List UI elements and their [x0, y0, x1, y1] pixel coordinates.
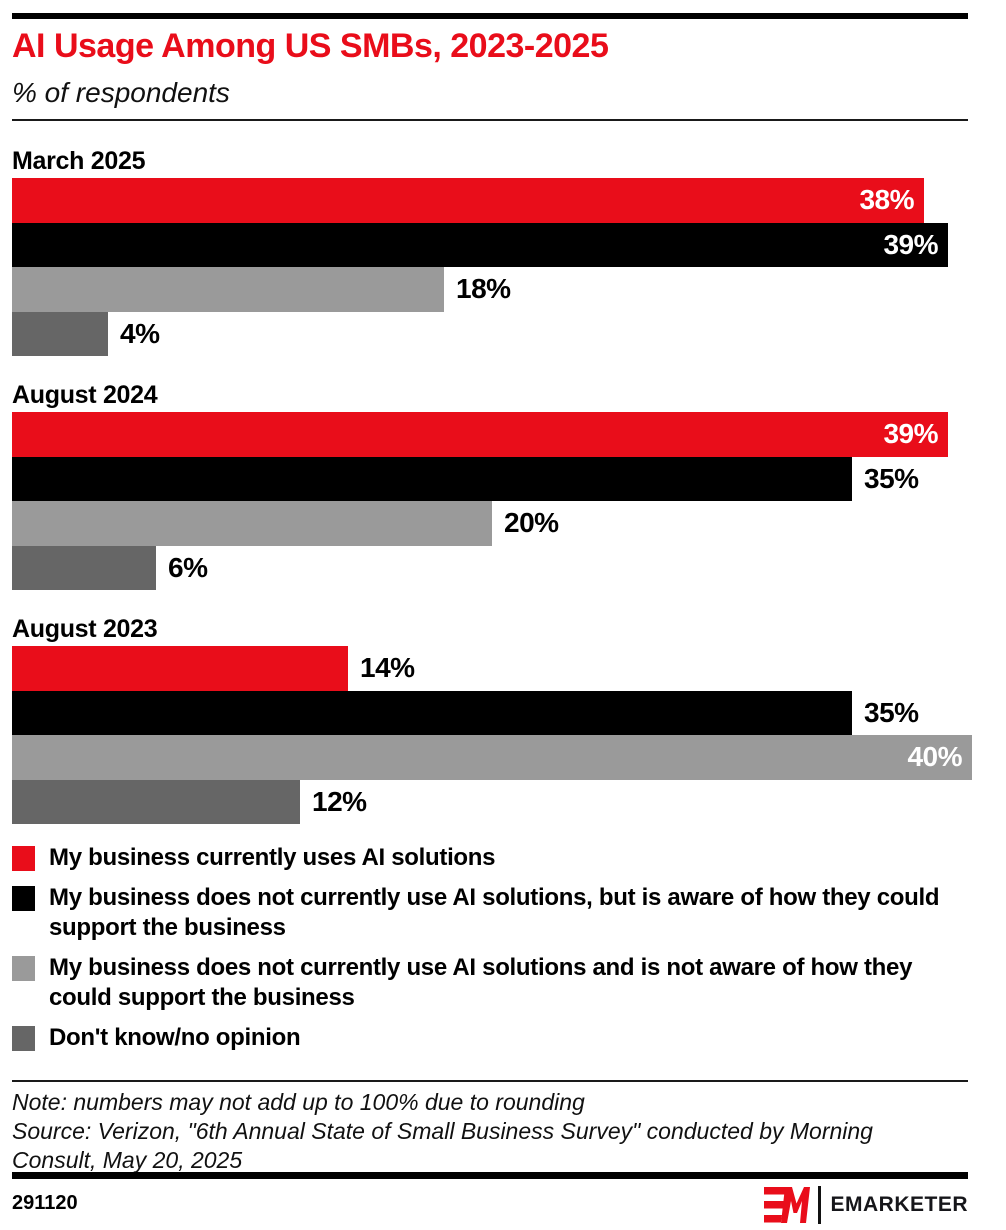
legend-item: My business does not currently use AI so…: [12, 953, 962, 1013]
bar-group: August 2024 39% 35% 20% 6%: [12, 380, 968, 590]
bar-value-label: 40%: [907, 741, 962, 773]
chart-id: 291120: [12, 1192, 78, 1214]
legend-item: My business currently uses AI solutions: [12, 843, 962, 873]
bar-row: 38%: [12, 178, 968, 223]
bar-value-label: 38%: [859, 184, 914, 216]
header-divider: [12, 119, 968, 121]
bar-value-label: 20%: [504, 507, 559, 539]
bar: 12%: [12, 779, 367, 824]
bar-group: August 2023 14% 35% 40% 12%: [12, 614, 972, 824]
legend-label: My business does not currently use AI so…: [49, 954, 913, 1011]
bar-value-label: 14%: [360, 652, 415, 684]
bar-row: 40%: [12, 735, 972, 780]
bar: 6%: [12, 545, 208, 590]
bar-value-label: 39%: [883, 228, 938, 260]
legend-swatch: [12, 956, 35, 981]
bar-value-label: 35%: [864, 696, 919, 728]
legend-item: My business does not currently use AI so…: [12, 883, 962, 943]
source-text: Source: Verizon, "6th Annual State of Sm…: [12, 1118, 873, 1173]
bar: 39%: [12, 222, 948, 267]
bar-row: 4%: [12, 311, 968, 356]
bar-row: 35%: [12, 690, 968, 735]
legend-label: My business does not currently use AI so…: [49, 884, 940, 941]
bar-row: 39%: [12, 412, 968, 457]
note-divider: [12, 1080, 968, 1082]
bar-chart: March 2025 38% 39% 18% 4% August 2024 39% 35% 20…: [12, 146, 972, 848]
bar: 20%: [12, 501, 559, 546]
bar: 14%: [12, 646, 415, 691]
notes-block: Note: numbers may not add up to 100% due…: [12, 1088, 896, 1175]
bar-row: 20%: [12, 501, 968, 546]
legend-swatch: [12, 1026, 35, 1051]
bar: 35%: [12, 690, 919, 735]
bar: 40%: [12, 735, 972, 780]
chart-subtitle: % of respondents: [12, 77, 230, 108]
logo-divider: [818, 1186, 822, 1224]
em-logo-mark: [764, 1187, 811, 1223]
note-text: Note: numbers may not add up to 100% due…: [12, 1089, 585, 1115]
bar-row: 35%: [12, 456, 968, 501]
legend-label: Don't know/no opinion: [49, 1024, 301, 1051]
bar: 4%: [12, 311, 160, 356]
bar-row: 12%: [12, 779, 968, 824]
top-accent-bar: [12, 13, 968, 19]
bar-value-label: 35%: [864, 462, 919, 494]
legend-swatch: [12, 886, 35, 911]
bar-row: 39%: [12, 222, 968, 267]
bar-row: 18%: [12, 267, 968, 312]
bar: 39%: [12, 412, 948, 457]
emarketer-logo: EMARKETER: [764, 1186, 968, 1224]
bar-value-label: 6%: [168, 551, 208, 583]
bar-value-label: 12%: [312, 785, 367, 817]
legend: My business currently uses AI solutions M…: [12, 843, 962, 1063]
bar-row: 6%: [12, 545, 968, 590]
bar: 38%: [12, 178, 924, 223]
legend-swatch: [12, 846, 35, 871]
brand-name: EMARKETER: [830, 1193, 968, 1216]
bar-value-label: 39%: [883, 418, 938, 450]
legend-label: My business currently uses AI solutions: [49, 844, 496, 871]
group-label: August 2024: [12, 381, 158, 409]
bar: 18%: [12, 267, 511, 312]
bottom-accent-bar: [12, 1172, 968, 1179]
chart-title: AI Usage Among US SMBs, 2023-2025: [12, 27, 609, 65]
bar: 35%: [12, 456, 919, 501]
group-label: August 2023: [12, 615, 158, 643]
legend-item: Don't know/no opinion: [12, 1023, 962, 1053]
bar-row: 14%: [12, 646, 968, 691]
bar-value-label: 4%: [120, 317, 160, 349]
bar-value-label: 18%: [456, 273, 511, 305]
bar-group: March 2025 38% 39% 18% 4%: [12, 146, 968, 356]
group-label: March 2025: [12, 147, 146, 175]
